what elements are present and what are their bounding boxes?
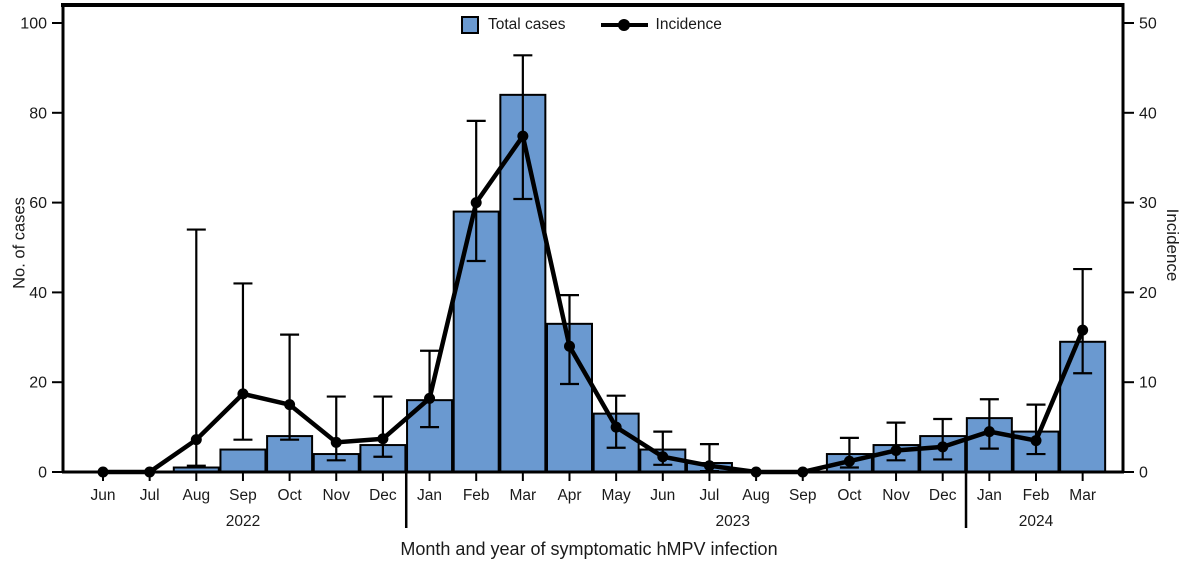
incidence-point-4 xyxy=(284,399,296,411)
incidence-point-7 xyxy=(424,392,436,404)
incidence-point-19 xyxy=(983,426,995,438)
legend-label-incidence: Incidence xyxy=(655,16,722,33)
x-axis-title: Month and year of symptomatic hMPV infec… xyxy=(400,539,778,559)
incidence-point-8 xyxy=(470,197,482,209)
left-tick-label-60: 60 xyxy=(29,195,47,212)
incidence-point-9 xyxy=(517,130,529,142)
incidence-point-17 xyxy=(890,444,902,456)
right-tick-label-50: 50 xyxy=(1139,16,1157,33)
x-tick-label-dec-6: Dec xyxy=(369,487,397,504)
incidence-dot-icon xyxy=(618,19,631,31)
incidence-point-16 xyxy=(843,455,855,467)
incidence-point-15 xyxy=(797,466,809,478)
x-tick-label-mar-21: Mar xyxy=(1069,487,1096,504)
right-tick-label-10: 10 xyxy=(1139,375,1157,392)
x-tick-label-jul-1: Jul xyxy=(140,487,160,504)
incidence-point-13 xyxy=(703,460,715,472)
x-tick-label-mar-9: Mar xyxy=(509,487,536,504)
chart-legend: Total cases Incidence xyxy=(461,15,722,35)
x-tick-label-dec-18: Dec xyxy=(929,487,957,504)
incidence-point-20 xyxy=(1030,435,1042,447)
incidence-line-icon xyxy=(600,19,648,31)
x-tick-label-jul-13: Jul xyxy=(700,487,720,504)
year-label-2023: 2023 xyxy=(716,513,750,530)
year-label-2022: 2022 xyxy=(226,513,260,530)
incidence-point-6 xyxy=(377,433,389,445)
left-axis-title: No. of cases xyxy=(10,197,29,289)
x-tick-label-feb-8: Feb xyxy=(463,487,490,504)
x-tick-label-nov-17: Nov xyxy=(882,487,910,504)
x-tick-label-may-11: May xyxy=(602,487,632,504)
incidence-point-18 xyxy=(937,441,949,453)
x-tick-label-jun-12: Jun xyxy=(650,487,675,504)
right-tick-label-20: 20 xyxy=(1139,285,1157,302)
x-tick-label-jan-19: Jan xyxy=(977,487,1002,504)
legend-label-total-cases: Total cases xyxy=(488,16,566,33)
x-tick-label-apr-10: Apr xyxy=(557,487,581,504)
x-tick-label-aug-14: Aug xyxy=(742,487,770,504)
x-tick-label-aug-2: Aug xyxy=(183,487,211,504)
incidence-point-0 xyxy=(97,466,109,478)
bar-oct-4 xyxy=(266,435,314,473)
total-cases-swatch-icon xyxy=(461,16,479,34)
right-tick-label-0: 0 xyxy=(1139,465,1148,482)
incidence-point-5 xyxy=(330,436,342,448)
left-tick-label-100: 100 xyxy=(20,16,47,33)
incidence-line xyxy=(103,130,1085,475)
x-tick-label-jun-0: Jun xyxy=(91,487,116,504)
x-tick-label-oct-4: Oct xyxy=(278,487,303,504)
right-tick-label-30: 30 xyxy=(1139,195,1157,212)
incidence-point-3 xyxy=(237,388,249,400)
left-tick-label-40: 40 xyxy=(29,285,47,302)
left-tick-label-20: 20 xyxy=(29,375,47,392)
x-tick-label-oct-16: Oct xyxy=(837,487,862,504)
left-tick-label-0: 0 xyxy=(38,465,47,482)
x-tick-label-feb-20: Feb xyxy=(1023,487,1050,504)
incidence-point-21 xyxy=(1077,324,1089,336)
incidence-point-11 xyxy=(610,421,622,433)
incidence-point-14 xyxy=(750,466,762,478)
year-label-2024: 2024 xyxy=(1019,513,1054,530)
x-tick-label-sep-3: Sep xyxy=(229,487,257,504)
right-axis-title: Incidence xyxy=(1163,208,1182,282)
x-tick-label-sep-15: Sep xyxy=(789,487,817,504)
incidence-point-12 xyxy=(657,451,669,463)
right-tick-label-40: 40 xyxy=(1139,105,1157,122)
incidence-point-1 xyxy=(144,466,156,478)
x-tick-label-jan-7: Jan xyxy=(417,487,442,504)
left-tick-label-80: 80 xyxy=(29,105,47,122)
bar-sep-3 xyxy=(219,448,267,473)
incidence-point-10 xyxy=(564,340,575,352)
x-tick-label-nov-5: Nov xyxy=(322,487,350,504)
incidence-point-2 xyxy=(190,434,202,446)
